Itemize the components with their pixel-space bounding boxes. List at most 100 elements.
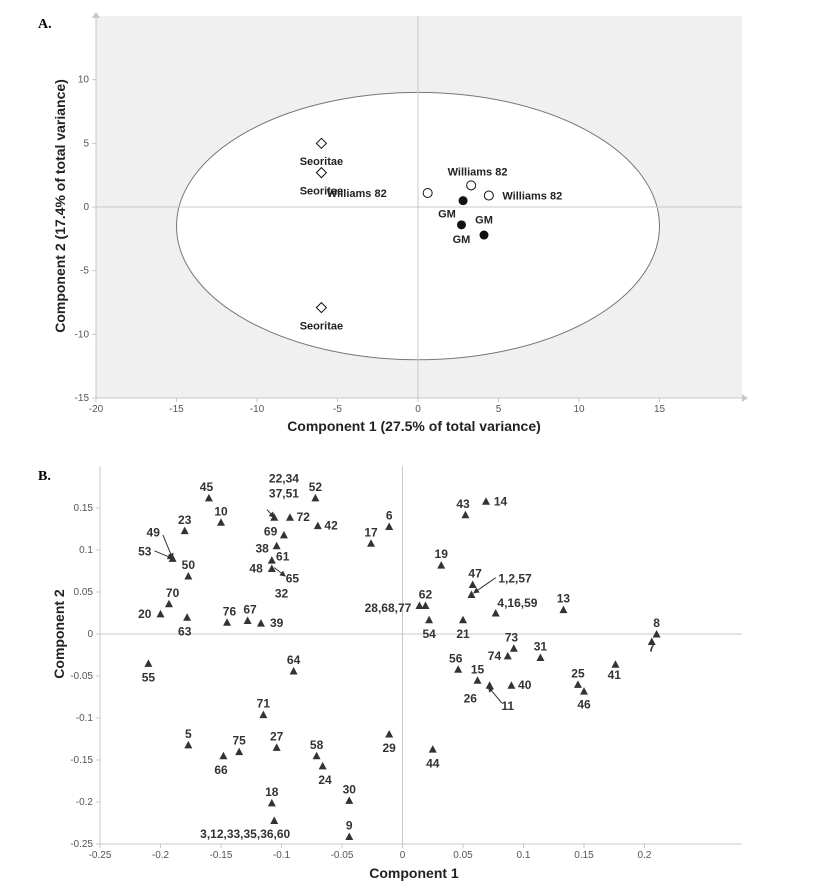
- panel-a-point-label: GM: [438, 208, 456, 220]
- panel-b-point-label: 17: [364, 525, 378, 539]
- panel-b-point-label: 62: [419, 588, 433, 602]
- panel-b-point: [184, 740, 193, 749]
- panel-b-point-label: 67: [243, 603, 257, 617]
- panel-b-point-label: 7: [648, 640, 655, 654]
- panel-b-point-label: 52: [309, 480, 323, 494]
- panel-b-point: [468, 580, 477, 588]
- panel-b-xtick-label: 0.2: [638, 850, 652, 861]
- panel-b-point-label: 9: [346, 819, 353, 833]
- panel-b-point-label: 42: [324, 519, 338, 533]
- panel-b-point: [459, 615, 467, 624]
- panel-b-point-label: 44: [426, 756, 440, 770]
- panel-b-point: [272, 743, 281, 751]
- panel-b-point-label: 56: [449, 651, 463, 665]
- panel-b-point-label: 10: [214, 504, 228, 518]
- panel-b-point: [267, 564, 276, 572]
- panel-b-point-label: 48: [249, 561, 263, 575]
- panel-a-point-williams82: [422, 187, 433, 198]
- panel-b-point: [183, 613, 192, 621]
- panel-b-point: [312, 751, 321, 760]
- panel-a-point-gm: [456, 220, 466, 230]
- panel-b-point: [219, 751, 228, 760]
- panel-b-point-label: 1,2,57: [498, 572, 532, 586]
- panel-b-point: [345, 796, 354, 804]
- panel-a-y-arrow: [92, 12, 100, 18]
- panel-b-point: [168, 554, 177, 562]
- panel-b-ytick-label: 0: [87, 629, 93, 640]
- panel-b-point-label: 11: [501, 699, 514, 713]
- panel-b-point: [485, 681, 494, 689]
- panel-a-xtick-label: -5: [333, 404, 342, 415]
- panel-b-point: [481, 497, 490, 505]
- panel-b-point-label: 75: [232, 734, 246, 748]
- panel-a-xtick-label: 15: [654, 404, 666, 415]
- panel-b-point-label: 50: [182, 558, 196, 572]
- panel-b-point: [503, 651, 512, 660]
- panel-b-point: [437, 561, 446, 569]
- panel-b-point-label: 49: [147, 525, 161, 539]
- panel-b-point: [461, 510, 470, 519]
- panel-b-ylabel: Component 2: [51, 589, 67, 679]
- panel-b-point-label: 76: [223, 604, 237, 618]
- panel-b-point-label: 20: [138, 607, 152, 621]
- panel-b-point-label: 32: [275, 587, 289, 601]
- panel-a-point-williams82: [483, 190, 494, 201]
- panel-a-xtick-label: 5: [496, 404, 502, 415]
- panel-b-point-label: 29: [383, 741, 397, 755]
- panel-b-ytick-label: -0.1: [76, 713, 94, 724]
- panel-b-leader-line: [473, 577, 496, 594]
- panel-b-leader-line: [154, 550, 174, 560]
- panel-b-point-label: 15: [471, 662, 485, 676]
- panel-b-ytick-label: 0.05: [74, 587, 94, 598]
- panel-b-ytick-label: -0.25: [70, 839, 93, 850]
- panel-b-point: [421, 601, 430, 609]
- panel-b-point-label: 24: [318, 773, 332, 787]
- panel-b-point: [164, 599, 173, 608]
- panel-b-point: [559, 605, 568, 614]
- panel-b-point: [289, 666, 298, 675]
- panel-b-point: [491, 609, 500, 617]
- panel-b-point-label: 13: [557, 592, 571, 606]
- panel-b-xtick-label: 0: [400, 850, 406, 861]
- panel-b-point-label: 14: [494, 494, 508, 508]
- panel-b-point: [272, 541, 281, 550]
- panel-b-point: [217, 518, 225, 526]
- panel-b-point: [385, 522, 394, 530]
- panel-b-point-label: 25: [571, 666, 585, 680]
- panel-b-point-label: 55: [142, 671, 156, 685]
- panel-b-point: [467, 590, 476, 599]
- panel-b-xlabel: Component 1: [369, 865, 459, 881]
- panel-a-layer: -20 -15 -10 -5 0 5 10 15-15-10-50510SeoritaeSeo…: [75, 12, 748, 415]
- panel-b-point: [415, 601, 424, 609]
- panel-b-leader-line: [273, 567, 286, 577]
- panel-b-point: [223, 618, 232, 626]
- panel-a-xtick-label: -20: [89, 404, 104, 415]
- panel-b-layer: -0.25 -0.2 -0.15 -0.1 -0.05 0 0.05 0.1 0.15 0.2-0…: [70, 466, 742, 861]
- panel-b-point: [573, 680, 582, 688]
- panel-b-point-label: 64: [287, 653, 301, 667]
- panel-a-point-seoritae: [315, 137, 328, 150]
- panel-b-point: [144, 659, 153, 667]
- panel-a-ytick-label: -10: [75, 329, 90, 340]
- panel-a-point-label: Williams 82: [327, 188, 387, 200]
- panel-b-point-label: 65: [286, 572, 300, 586]
- panel-a-point-label: Seoritae: [300, 156, 343, 168]
- panel-a-point-seoritae: [315, 301, 328, 314]
- panel-a-xtick-label: 10: [573, 404, 585, 415]
- panel-b-point: [285, 513, 294, 521]
- panel-b-point-label: 8: [653, 616, 660, 630]
- panel-a-point-gm: [479, 230, 489, 240]
- panel-a-point-label: GM: [453, 234, 471, 246]
- panel-a-ylabel: Component 2 (17.4% of total variance): [52, 79, 68, 333]
- panel-b-point: [652, 630, 661, 638]
- panel-b-xtick-label: -0.2: [152, 850, 170, 861]
- panel-b-point: [473, 676, 482, 684]
- panel-b-point-label: 71: [257, 697, 271, 711]
- panel-b-point-label: 22,34: [269, 472, 299, 486]
- panel-b-point: [156, 609, 165, 618]
- panel-b-point-label: 30: [343, 782, 357, 796]
- panel-b-point-label: 31: [534, 640, 548, 654]
- panel-b-point: [243, 616, 252, 625]
- panel-b-point-label: 38: [255, 541, 269, 555]
- panel-b-point-label: 3,12,33,35,36,60: [200, 827, 290, 841]
